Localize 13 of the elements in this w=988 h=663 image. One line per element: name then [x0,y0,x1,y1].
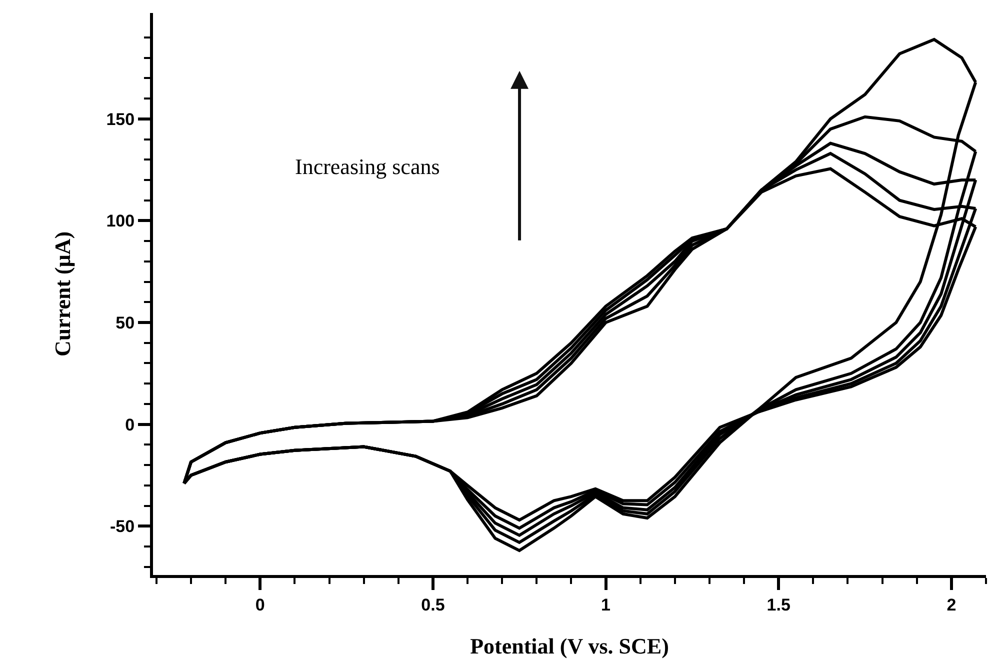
y-tick-label: -50 [110,517,135,536]
x-tick-label: 1.5 [766,595,790,614]
x-tick-label: 2 [946,595,956,614]
x-tick-label: 1 [601,595,611,614]
annotation: Increasing scans [295,154,440,179]
x-tick-label: 0.5 [421,595,445,614]
y-axis-title: Current (μA) [50,231,76,357]
y-tick-label: 0 [125,415,135,434]
x-tick-label: 0 [255,595,265,614]
y-tick-label: 50 [116,313,135,332]
x-axis-title: Potential (V vs. SCE) [470,633,669,658]
y-tick-label: 100 [106,212,135,231]
y-tick-label: 150 [106,110,135,129]
